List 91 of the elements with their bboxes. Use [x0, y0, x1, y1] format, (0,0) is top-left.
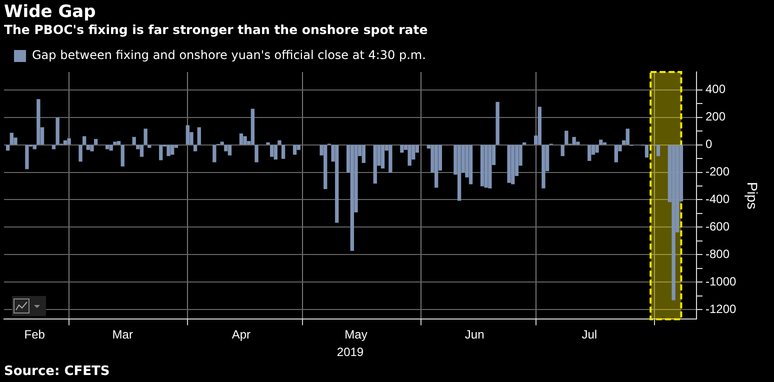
- bar: [113, 142, 117, 145]
- bar: [148, 144, 152, 148]
- y-tick-label: -600: [706, 220, 730, 234]
- bar: [243, 136, 247, 145]
- x-tick-label: Jun: [464, 328, 484, 342]
- bar: [10, 132, 14, 145]
- y-tick-label: -1000: [706, 274, 737, 288]
- x-tick-label: Mar: [112, 328, 133, 342]
- bar: [120, 144, 124, 166]
- bar: [109, 144, 113, 151]
- bar: [560, 144, 564, 156]
- bar: [228, 144, 232, 156]
- bar: [564, 130, 568, 145]
- bar: [373, 144, 377, 184]
- chart-subtitle: The PBOC's fixing is far stronger than the onshore spot rate: [4, 22, 428, 37]
- bar: [170, 144, 174, 155]
- bar: [572, 136, 576, 145]
- bar: [614, 144, 618, 162]
- bar: [496, 102, 500, 145]
- bar: [78, 144, 82, 162]
- bar: [292, 144, 297, 155]
- y-tick-label: 0: [706, 137, 713, 152]
- bar: [488, 144, 492, 188]
- bar: [94, 138, 98, 145]
- bar: [90, 144, 94, 152]
- bar: [212, 144, 216, 162]
- bar: [457, 144, 462, 201]
- bar: [434, 144, 438, 188]
- bar: [144, 128, 148, 145]
- bar: [542, 144, 546, 188]
- bar: [281, 144, 286, 159]
- bar: [388, 144, 392, 173]
- bar: [250, 108, 255, 145]
- source-note: Source: CFETS: [4, 364, 110, 379]
- bar: [67, 138, 71, 145]
- bar: [82, 136, 86, 145]
- bar: [25, 144, 29, 170]
- bar: [511, 144, 515, 184]
- bar: [626, 128, 630, 145]
- x-tick-label: Jul: [582, 328, 598, 342]
- bar: [350, 144, 354, 251]
- bar: [278, 140, 282, 145]
- bar: [672, 144, 676, 300]
- bar: [254, 144, 258, 162]
- bar: [224, 144, 228, 152]
- x-tick-label: Apr: [232, 328, 251, 342]
- x-tick-label: Feb: [24, 328, 46, 342]
- y-axis-title: Pips: [744, 182, 761, 210]
- bar: [507, 144, 511, 183]
- legend-label: Gap between fixing and onshore yuan's official close at 4:30 p.m.: [32, 48, 426, 62]
- bar: [644, 144, 649, 158]
- y-tick-label: -200: [706, 164, 730, 179]
- y-tick-label: -800: [706, 246, 730, 261]
- y-tick-label: 400: [706, 82, 726, 96]
- bar: [266, 142, 270, 145]
- bar: [36, 99, 40, 145]
- bar: [468, 144, 473, 184]
- bar: [324, 144, 328, 190]
- bar: [6, 144, 10, 151]
- y-tick-label: -400: [706, 192, 730, 206]
- bar: [220, 142, 224, 145]
- y-tick-label: -1200: [706, 302, 737, 316]
- bar: [595, 144, 599, 153]
- x-axis-title: 2019: [336, 345, 364, 360]
- bar: [274, 144, 278, 160]
- bar: [197, 127, 201, 145]
- bar: [408, 144, 412, 166]
- bar: [656, 144, 660, 156]
- bar: [588, 144, 592, 161]
- bar: [186, 125, 190, 145]
- bar: [56, 118, 60, 145]
- bar: [132, 136, 136, 145]
- bar: [335, 144, 339, 223]
- bar: [484, 144, 488, 188]
- bar: [400, 144, 404, 153]
- bar: [116, 141, 121, 145]
- y-tick-label: 200: [706, 110, 726, 124]
- bar: [166, 144, 170, 156]
- bar: [380, 144, 385, 168]
- bar: [159, 144, 163, 160]
- bar: [239, 133, 244, 145]
- bar: [193, 144, 198, 152]
- bar: [270, 144, 274, 157]
- bar: [140, 144, 144, 157]
- bar: [480, 144, 484, 186]
- bar: [86, 144, 90, 150]
- chart-title: Wide Gap: [4, 2, 96, 22]
- x-tick-label: May: [344, 328, 368, 342]
- bar: [599, 140, 603, 145]
- bar: [538, 106, 542, 145]
- bar: [362, 144, 366, 163]
